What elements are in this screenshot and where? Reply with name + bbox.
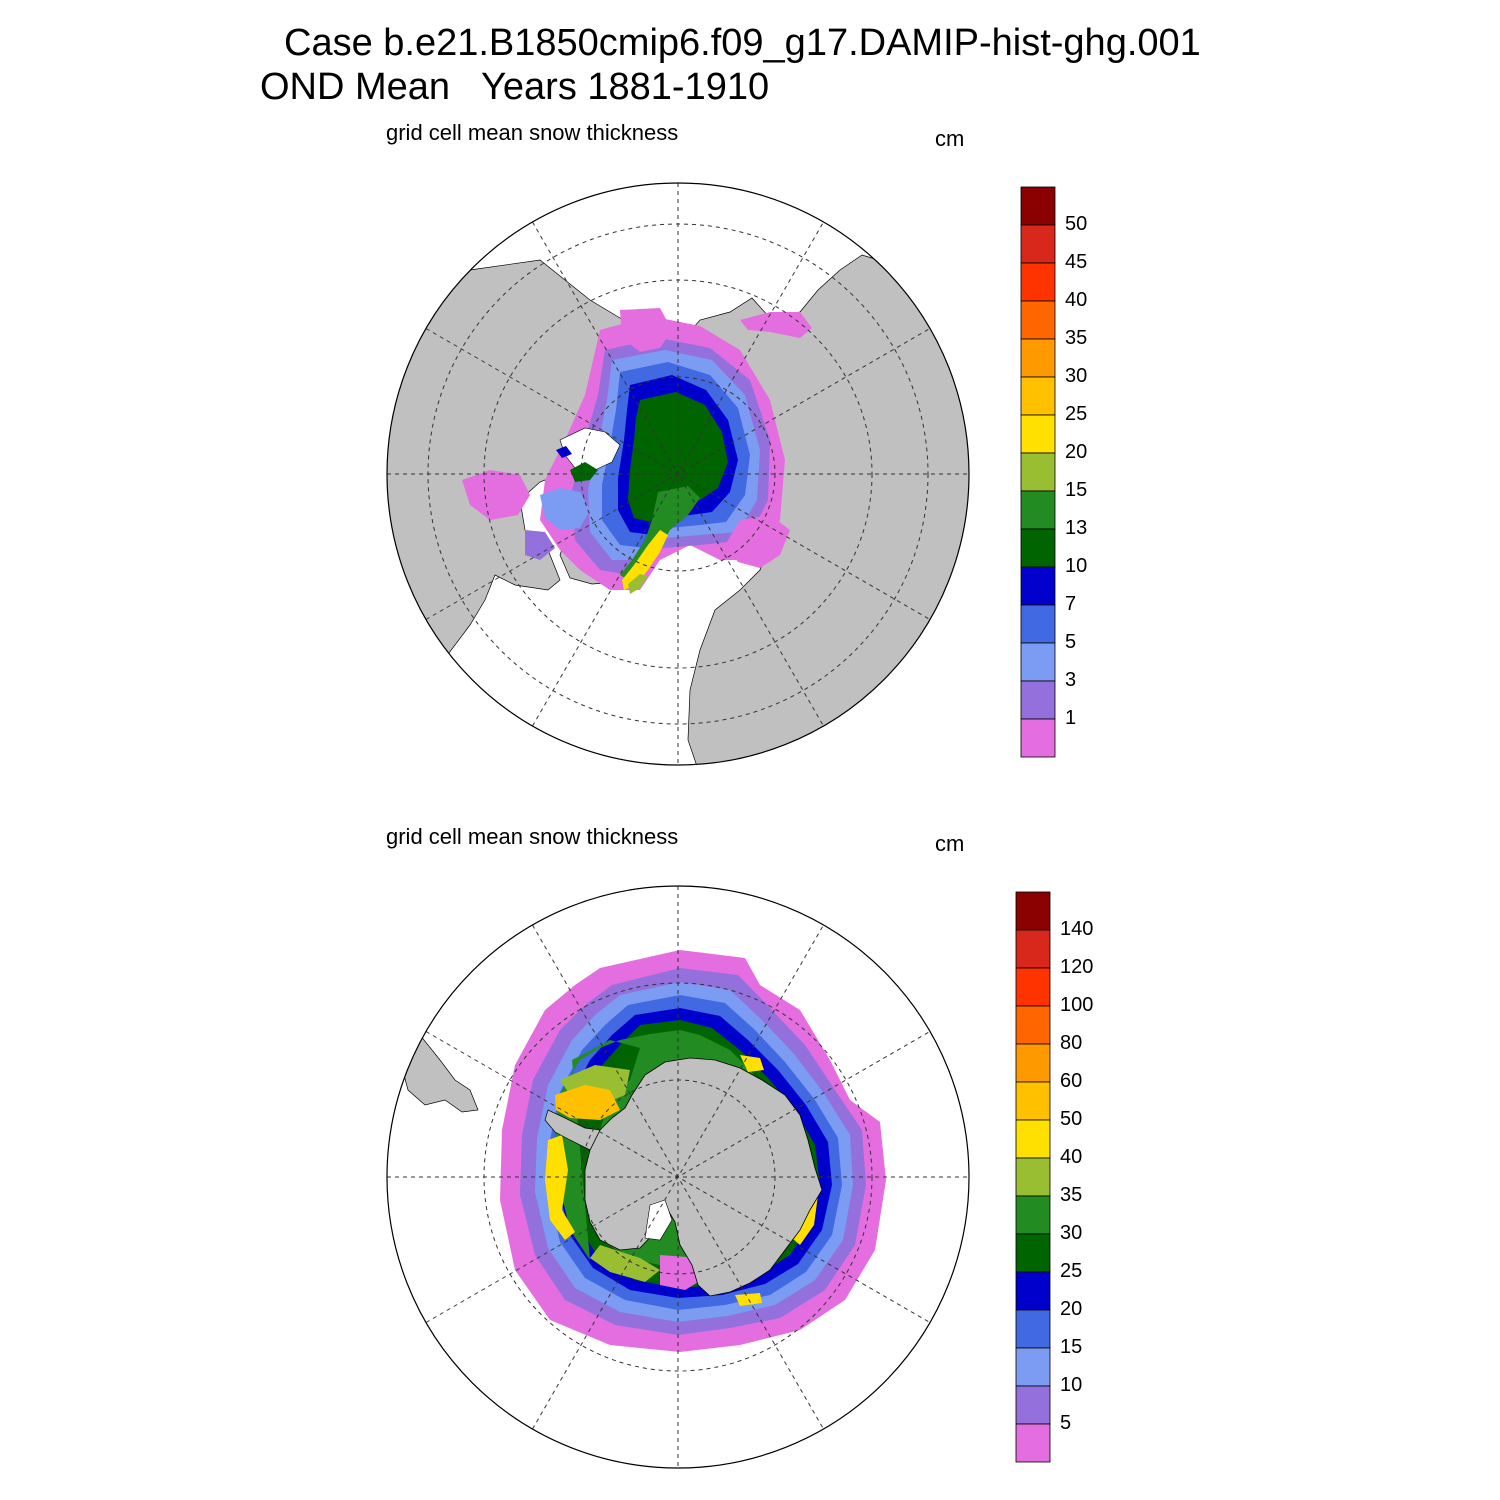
colorbar-north-box-6 xyxy=(1020,414,1056,454)
colorbar-north-label: 13 xyxy=(1065,517,1088,539)
colorbar-north-box-11 xyxy=(1020,604,1056,644)
colorbar-north-box-7 xyxy=(1020,452,1056,492)
colorbar-south-box-14 xyxy=(1015,1423,1051,1463)
colorbar-south-label: 60 xyxy=(1060,1070,1083,1092)
colorbar-north-box-1 xyxy=(1020,224,1056,264)
colorbar-north-box-4 xyxy=(1020,338,1056,378)
colorbar-south-label: 25 xyxy=(1060,1260,1083,1282)
colorbar-north-label: 3 xyxy=(1065,669,1077,691)
colorbar-south-label: 15 xyxy=(1060,1336,1083,1358)
colorbar-south-label: 120 xyxy=(1060,956,1094,978)
colorbar-south-label: 10 xyxy=(1060,1374,1083,1396)
colorbar-north-label: 7 xyxy=(1065,593,1077,615)
colorbar-south-box-13 xyxy=(1015,1385,1051,1425)
colorbar-north-label: 1 xyxy=(1065,707,1077,729)
colorbar-north-box-14 xyxy=(1020,718,1056,758)
colorbar-south-box-6 xyxy=(1015,1119,1051,1159)
colorbar-south-label: 50 xyxy=(1060,1108,1083,1130)
colorbar-north-label: 50 xyxy=(1065,213,1088,235)
colorbar-north-label: 45 xyxy=(1065,251,1088,273)
colorbar-south-box-5 xyxy=(1015,1081,1051,1121)
colorbar-south-label: 5 xyxy=(1060,1412,1072,1434)
colorbar-north-box-5 xyxy=(1020,376,1056,416)
colorbar-south-label: 20 xyxy=(1060,1298,1083,1320)
colorbar-south-box-9 xyxy=(1015,1233,1051,1273)
colorbar-north-box-9 xyxy=(1020,528,1056,568)
colorbar-south-label: 35 xyxy=(1060,1184,1083,1206)
colorbar-north-box-10 xyxy=(1020,566,1056,606)
south-land-south-america xyxy=(399,1034,479,1113)
colorbar-north-label: 35 xyxy=(1065,327,1088,349)
north-polar-map xyxy=(386,182,970,766)
colorbar-north-box-13 xyxy=(1020,680,1056,720)
panel-north-units: cm xyxy=(935,126,965,151)
colorbar-south-box-1 xyxy=(1015,929,1051,969)
colorbar-south-label: 80 xyxy=(1060,1032,1083,1054)
colorbar-south-box-2 xyxy=(1015,967,1051,1007)
colorbar-north-label: 25 xyxy=(1065,403,1088,425)
colorbar-south-box-8 xyxy=(1015,1195,1051,1235)
panel-north-subtitle: grid cell mean snow thickness xyxy=(386,120,679,145)
colorbar-south-box-7 xyxy=(1015,1157,1051,1197)
colorbar-south-box-10 xyxy=(1015,1271,1051,1311)
colorbar-north-label: 5 xyxy=(1065,631,1077,653)
figure-title-line2: OND Mean Years 1881-1910 xyxy=(260,66,770,108)
colorbar-north-box-3 xyxy=(1020,300,1056,340)
south-land-antarctica xyxy=(584,1057,823,1297)
colorbar-north-box-12 xyxy=(1020,642,1056,682)
colorbar-north xyxy=(1020,186,1056,758)
colorbar-north-box-0 xyxy=(1020,186,1056,226)
panel-south-subtitle: grid cell mean snow thickness xyxy=(386,824,679,849)
colorbar-south-box-0 xyxy=(1015,891,1051,931)
figure-title-line1: Case b.e21.B1850cmip6.f09_g17.DAMIP-hist… xyxy=(284,22,1201,64)
colorbar-north-box-8 xyxy=(1020,490,1056,530)
colorbar-south-box-4 xyxy=(1015,1043,1051,1083)
colorbar-north-label: 30 xyxy=(1065,365,1088,387)
colorbar-north-label: 10 xyxy=(1065,555,1088,577)
north-land-archipelago xyxy=(559,427,621,471)
colorbar-south-label: 140 xyxy=(1060,918,1094,940)
colorbar-north-box-2 xyxy=(1020,262,1056,302)
colorbar-south-box-3 xyxy=(1015,1005,1051,1045)
colorbar-north-label: 20 xyxy=(1065,441,1088,463)
colorbar-south-box-11 xyxy=(1015,1309,1051,1349)
colorbar-south-label: 40 xyxy=(1060,1146,1083,1168)
colorbar-north-label: 40 xyxy=(1065,289,1088,311)
colorbar-south-label: 30 xyxy=(1060,1222,1083,1244)
panel-south-units: cm xyxy=(935,831,965,856)
colorbar-south-box-12 xyxy=(1015,1347,1051,1387)
colorbar-north-label: 15 xyxy=(1065,479,1088,501)
south-polar-map xyxy=(386,885,970,1469)
colorbar-south-label: 100 xyxy=(1060,994,1094,1016)
colorbar-south xyxy=(1015,891,1051,1463)
